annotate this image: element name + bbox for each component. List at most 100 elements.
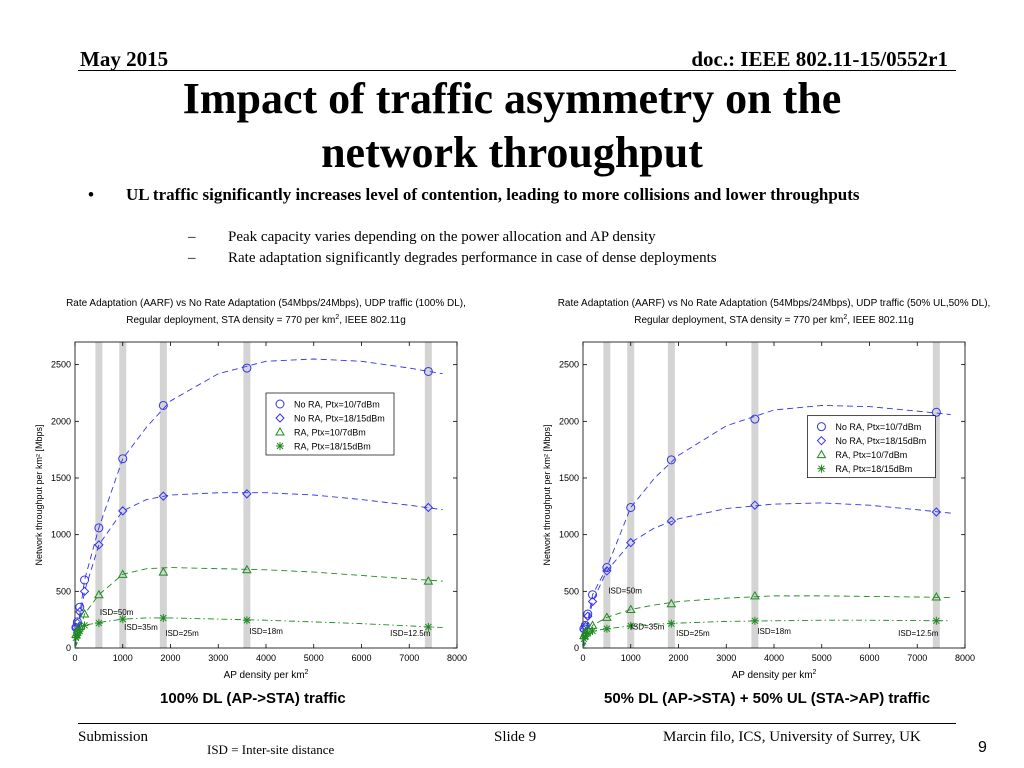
y-tick-label: 0 [66,643,71,653]
sub-bullet-marker: – [188,250,196,266]
series-point [242,616,251,625]
series-curve [582,502,951,649]
isd-band [667,342,675,648]
y-tick-label: 2500 [51,360,71,370]
chart-downlink: Rate Adaptation (AARF) vs No Rate Adapta… [20,292,512,684]
isd-annotation: ISD=50m [100,608,134,617]
sub-bullet-text: Peak capacity varies depending on the po… [228,229,656,245]
legend-entry: No RA, Ptx=10/7dBm [835,422,921,432]
x-tick-label: 1000 [621,653,641,663]
isd-band [932,342,940,648]
series-point [159,613,168,622]
x-tick-label: 5000 [812,653,832,663]
isd-band [424,342,432,648]
x-tick-label: 6000 [859,653,879,663]
plot-area [583,342,965,648]
header-rule [78,70,956,71]
slide-title-line-2: network throughput [321,128,703,177]
x-tick-label: 8000 [955,653,975,663]
chart-downlink-svg: Rate Adaptation (AARF) vs No Rate Adapta… [34,298,467,681]
x-tick-label: 3000 [208,653,228,663]
isd-annotation: ISD=12.5m [390,629,431,638]
series-point [79,608,90,618]
chart-subtitle-end: , IEEE 802.11g [847,315,914,326]
series-point [75,602,85,612]
chart-subtitle-main: Regular deployment, STA density = 770 pe… [634,315,843,326]
series-point [587,596,598,607]
isd-annotation: ISD=25m [676,629,710,638]
y-tick-label: 0 [574,643,579,653]
series-point [626,537,636,548]
legend-entry: No RA, Ptx=10/7dBm [294,400,380,410]
legend-box [265,392,395,456]
footer-author: Marcin filo, ICS, University of Surrey, … [663,729,921,745]
series-point [750,414,760,424]
bullet-marker: • [88,185,94,204]
y-axis-label: Network throughput per km² [Mbps] [34,424,44,565]
series-point [666,598,677,608]
series-point [588,590,598,600]
series-point [932,616,941,625]
y-tick-label: 2000 [51,416,71,426]
series-point [424,623,433,632]
legend-box [807,415,936,479]
header-date: May 2015 [80,47,169,71]
sub-bullet-text: Rate adaptation significantly degrades p… [228,250,717,266]
legend-marker [276,442,284,450]
series-point [118,506,128,516]
chart-mixed-svg: Rate Adaptation (AARF) vs No Rate Adapta… [542,298,991,681]
legend-entry: RA, Ptx=18/15dBm [294,442,371,452]
y-tick-label: 2500 [559,360,579,370]
series-point [588,627,597,635]
y-tick-label: 1000 [51,530,71,540]
isd-annotation: ISD=25m [165,629,199,638]
series-point [94,589,104,599]
page-number: 9 [978,739,987,756]
series-point [118,454,128,464]
y-tick-label: 1500 [51,473,71,483]
series-point [750,590,760,600]
caption-mixed: 50% DL (AP->STA) + 50% UL (STA->AP) traf… [604,690,931,707]
series-curve [582,405,951,649]
legend-entry: RA, Ptx=10/7dBm [294,428,366,438]
chart-title: Rate Adaptation (AARF) vs No Rate Adapta… [66,298,466,309]
chart-title: Rate Adaptation (AARF) vs No Rate Adapta… [558,298,991,309]
series-point [75,607,85,617]
legend-marker [816,435,827,446]
series-point [80,575,90,585]
legend-entry: No RA, Ptx=18/15dBm [835,436,926,446]
x-tick-label: 5000 [304,653,324,663]
series-point [158,567,169,576]
isd-annotation: ISD=12.5m [898,629,939,638]
isd-annotation: ISD=18m [249,627,283,636]
y-tick-label: 500 [564,586,579,596]
series-point [602,566,612,576]
x-tick-label: 4000 [256,653,276,663]
isd-band [243,342,251,648]
series-point [750,616,759,625]
series-point [581,632,590,641]
series-curve [582,595,951,649]
chart-subtitle-sup: 2 [335,314,339,321]
series-curve [74,492,443,649]
series-point [602,624,611,633]
isd-annotation: ISD=35m [631,622,665,631]
x-tick-label: 2000 [160,653,180,663]
x-axis-label: AP density per km2 [224,669,309,681]
legend-marker [817,464,826,473]
series-point [666,455,676,465]
x-tick-label: 7000 [907,653,927,663]
isd-band [603,342,611,648]
y-tick-label: 1000 [559,530,579,540]
x-tick-label: 6000 [351,653,371,663]
series-point [118,615,127,624]
x-axis-label: AP density per km2 [732,669,817,681]
series-point [158,491,169,501]
series-point [242,564,252,574]
series-point [625,604,636,613]
series-point [750,500,760,510]
series-point [579,634,588,643]
series-point [931,407,941,417]
chart-subtitle-end: , IEEE 802.11g [339,315,406,326]
header-doc-id: doc.: IEEE 802.11-15/0552r1 [691,47,948,71]
